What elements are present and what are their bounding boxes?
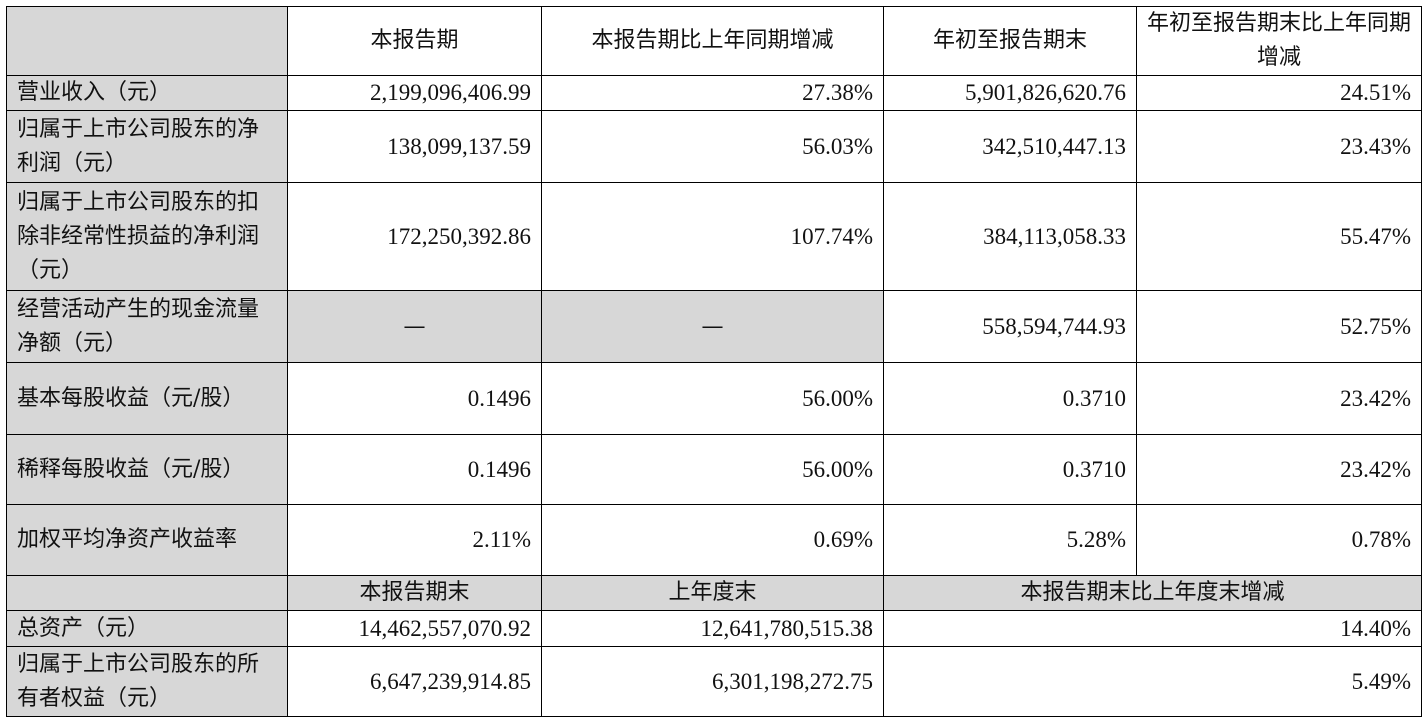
cell-current-period-yoy: 56.00% (541, 362, 884, 435)
cell-ytd: 5,901,826,620.76 (883, 75, 1137, 111)
cell-period-end-change: 5.49% (883, 646, 1422, 717)
cell-prior-year-end: 12,641,780,515.38 (541, 610, 884, 647)
cell-ytd: 0.3710 (883, 434, 1137, 505)
cell-ytd: 384,113,058.33 (883, 182, 1137, 291)
cell-ytd-yoy: 52.75% (1136, 290, 1422, 363)
header-row: 本报告期 本报告期比上年同期增减 年初至报告期末 年初至报告期末比上年同期增减 (6, 6, 1422, 76)
header-period-end-change: 本报告期末比上年度末增减 (883, 575, 1422, 611)
cell-ytd-yoy: 23.42% (1136, 434, 1422, 505)
key-financials-table: 本报告期 本报告期比上年同期增减 年初至报告期末 年初至报告期末比上年同期增减 … (6, 6, 1422, 717)
cell-prior-year-end: 6,301,198,272.75 (541, 646, 884, 717)
row-label: 加权平均净资产收益率 (6, 504, 288, 576)
cell-current-period: — (287, 290, 542, 363)
header-ytd: 年初至报告期末 (883, 6, 1137, 76)
cell-ytd-yoy: 55.47% (1136, 182, 1422, 291)
table-row: 总资产（元） 14,462,557,070.92 12,641,780,515.… (6, 610, 1422, 647)
header-corner-cell (6, 6, 288, 76)
row-label: 营业收入（元） (6, 75, 288, 111)
table-row: 归属于上市公司股东的所有者权益（元） 6,647,239,914.85 6,30… (6, 646, 1422, 717)
cell-current-period-yoy: 56.00% (541, 434, 884, 505)
table-row: 归属于上市公司股东的净利润（元） 138,099,137.59 56.03% 3… (6, 110, 1422, 183)
header-current-period-yoy: 本报告期比上年同期增减 (541, 6, 884, 76)
cell-current-period: 2,199,096,406.99 (287, 75, 542, 111)
header-current-period: 本报告期 (287, 6, 542, 76)
cell-ytd: 5.28% (883, 504, 1137, 576)
row-label: 经营活动产生的现金流量净额（元） (6, 290, 288, 363)
cell-ytd-yoy: 24.51% (1136, 75, 1422, 111)
cell-current-period-yoy: 56.03% (541, 110, 884, 183)
table-row: 归属于上市公司股东的扣除非经常性损益的净利润（元） 172,250,392.86… (6, 182, 1422, 291)
cell-current-period: 172,250,392.86 (287, 182, 542, 291)
row-label: 稀释每股收益（元/股） (6, 434, 288, 505)
row-label: 归属于上市公司股东的所有者权益（元） (6, 646, 288, 717)
cell-ytd: 342,510,447.13 (883, 110, 1137, 183)
table-row: 营业收入（元） 2,199,096,406.99 27.38% 5,901,82… (6, 75, 1422, 111)
cell-current-period: 0.1496 (287, 362, 542, 435)
cell-current-period-yoy: 0.69% (541, 504, 884, 576)
cell-ytd: 558,594,744.93 (883, 290, 1137, 363)
table-row: 稀释每股收益（元/股） 0.1496 56.00% 0.3710 23.42% (6, 434, 1422, 505)
header-ytd-yoy: 年初至报告期末比上年同期增减 (1136, 6, 1422, 76)
header-prior-year-end: 上年度末 (541, 575, 884, 611)
row-label: 归属于上市公司股东的净利润（元） (6, 110, 288, 183)
row-label: 基本每股收益（元/股） (6, 362, 288, 435)
cell-period-end: 6,647,239,914.85 (287, 646, 542, 717)
cell-ytd: 0.3710 (883, 362, 1137, 435)
cell-period-end: 14,462,557,070.92 (287, 610, 542, 647)
cell-current-period-yoy: — (541, 290, 884, 363)
row-label: 归属于上市公司股东的扣除非经常性损益的净利润（元） (6, 182, 288, 291)
row-label: 总资产（元） (6, 610, 288, 647)
cell-current-period: 2.11% (287, 504, 542, 576)
header-period-end: 本报告期末 (287, 575, 542, 611)
cell-ytd-yoy: 0.78% (1136, 504, 1422, 576)
cell-ytd-yoy: 23.42% (1136, 362, 1422, 435)
table-row: 基本每股收益（元/股） 0.1496 56.00% 0.3710 23.42% (6, 362, 1422, 435)
cell-current-period: 138,099,137.59 (287, 110, 542, 183)
table-row: 加权平均净资产收益率 2.11% 0.69% 5.28% 0.78% (6, 504, 1422, 576)
header-row-2: 本报告期末 上年度末 本报告期末比上年度末增减 (6, 575, 1422, 611)
cell-current-period-yoy: 27.38% (541, 75, 884, 111)
header2-corner-cell (6, 575, 288, 611)
cell-period-end-change: 14.40% (883, 610, 1422, 647)
cell-current-period: 0.1496 (287, 434, 542, 505)
cell-current-period-yoy: 107.74% (541, 182, 884, 291)
table-row: 经营活动产生的现金流量净额（元） — — 558,594,744.93 52.7… (6, 290, 1422, 363)
cell-ytd-yoy: 23.43% (1136, 110, 1422, 183)
